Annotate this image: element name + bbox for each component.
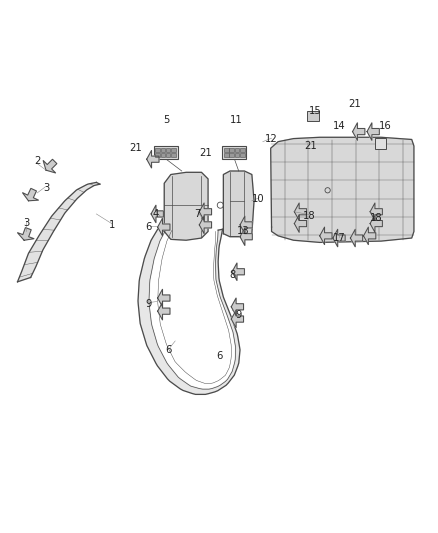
Text: 11: 11 <box>230 115 243 125</box>
Text: 6: 6 <box>166 345 172 355</box>
Polygon shape <box>18 182 100 282</box>
Polygon shape <box>240 216 252 233</box>
Bar <box>235 153 239 157</box>
Text: 4: 4 <box>152 209 159 219</box>
Polygon shape <box>333 229 345 247</box>
Polygon shape <box>158 302 170 320</box>
Bar <box>240 153 244 157</box>
Bar <box>240 148 244 152</box>
Text: 21: 21 <box>304 141 318 151</box>
Polygon shape <box>23 188 39 201</box>
Polygon shape <box>367 123 379 140</box>
Polygon shape <box>240 228 252 246</box>
Bar <box>161 148 165 152</box>
Polygon shape <box>43 159 57 173</box>
Text: 21: 21 <box>129 143 142 154</box>
Bar <box>230 153 234 157</box>
Polygon shape <box>147 150 159 168</box>
Bar <box>153 147 177 159</box>
Text: 13: 13 <box>237 227 249 237</box>
Polygon shape <box>350 229 363 247</box>
Bar <box>224 148 229 152</box>
Text: 2: 2 <box>34 156 40 166</box>
Polygon shape <box>158 219 170 236</box>
Text: 15: 15 <box>309 106 322 116</box>
Text: 1: 1 <box>109 220 115 230</box>
Polygon shape <box>294 215 307 232</box>
Text: 3: 3 <box>23 217 29 228</box>
Polygon shape <box>353 123 365 140</box>
Bar <box>171 153 176 157</box>
Text: 14: 14 <box>333 122 346 131</box>
Text: 10: 10 <box>252 193 265 204</box>
Bar <box>166 153 170 157</box>
Text: 6: 6 <box>146 222 152 232</box>
Text: 21: 21 <box>199 148 212 158</box>
Bar <box>375 138 386 149</box>
Polygon shape <box>158 289 170 307</box>
Text: 6: 6 <box>216 351 222 361</box>
Bar <box>155 148 160 152</box>
Polygon shape <box>199 203 212 221</box>
Text: 3: 3 <box>43 183 49 192</box>
Polygon shape <box>151 205 163 223</box>
Text: 9: 9 <box>236 310 242 320</box>
Polygon shape <box>370 203 382 221</box>
Polygon shape <box>370 215 382 232</box>
Text: 7: 7 <box>194 209 200 219</box>
Bar <box>171 148 176 152</box>
Bar <box>155 153 160 157</box>
Bar <box>161 153 165 157</box>
Text: 12: 12 <box>265 134 278 144</box>
Polygon shape <box>223 171 254 237</box>
Polygon shape <box>271 138 414 243</box>
Polygon shape <box>364 227 376 245</box>
Polygon shape <box>138 229 240 394</box>
Bar <box>230 148 234 152</box>
Polygon shape <box>164 172 208 240</box>
Bar <box>235 148 239 152</box>
Polygon shape <box>18 228 34 240</box>
Bar <box>166 148 170 152</box>
Text: 16: 16 <box>379 122 392 131</box>
Polygon shape <box>231 310 244 328</box>
Text: 8: 8 <box>229 270 235 280</box>
Text: 18: 18 <box>303 211 315 221</box>
Text: 21: 21 <box>348 100 361 109</box>
Text: 17: 17 <box>333 233 346 243</box>
Bar <box>224 153 229 157</box>
Polygon shape <box>231 298 244 316</box>
Text: 18: 18 <box>371 213 383 223</box>
Text: 9: 9 <box>146 298 152 309</box>
Bar <box>223 147 247 159</box>
Polygon shape <box>320 227 332 245</box>
Polygon shape <box>232 263 244 280</box>
Bar <box>307 111 319 121</box>
Polygon shape <box>294 203 307 221</box>
Text: 5: 5 <box>163 115 170 125</box>
Polygon shape <box>199 216 212 233</box>
